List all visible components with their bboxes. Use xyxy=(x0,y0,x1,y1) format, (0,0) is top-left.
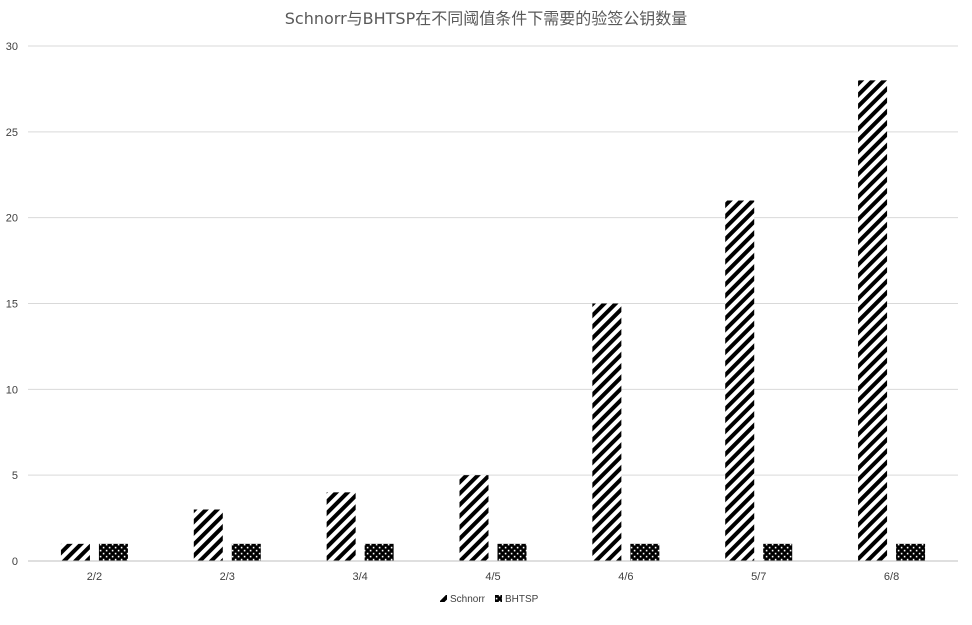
bar-bhtsp-2-2 xyxy=(98,543,128,561)
x-tick-label-4-6: 4/6 xyxy=(618,571,633,583)
legend-swatch-bhtsp xyxy=(495,595,502,602)
gridlines xyxy=(28,45,958,476)
bar-schnorr-2-2 xyxy=(60,543,90,561)
bar-schnorr-4-5 xyxy=(459,475,489,561)
legend: Schnorr BHTSP xyxy=(440,594,539,605)
bar-schnorr-2-3 xyxy=(193,509,223,561)
y-tick-label-10: 10 xyxy=(6,384,18,396)
bar-bhtsp-4-5 xyxy=(497,543,527,561)
x-tick-label-3-4: 3/4 xyxy=(352,571,367,583)
x-tick-label-5-7: 5/7 xyxy=(751,571,766,583)
y-tick-label-5: 5 xyxy=(12,470,18,482)
bars xyxy=(60,80,926,561)
x-tick-label-4-5: 4/5 xyxy=(485,571,500,583)
bar-bhtsp-3-4 xyxy=(364,543,394,561)
x-tick-label-2-3: 2/3 xyxy=(220,571,235,583)
y-tick-label-0: 0 xyxy=(12,556,18,568)
legend-swatch-schnorr xyxy=(440,595,447,602)
bar-schnorr-5-7 xyxy=(725,200,755,561)
x-tick-label-6-8: 6/8 xyxy=(884,571,899,583)
legend-label-bhtsp: BHTSP xyxy=(505,594,539,605)
x-tick-label-2-2: 2/2 xyxy=(87,571,102,583)
y-tick-label-25: 25 xyxy=(6,127,18,139)
bar-schnorr-6-8 xyxy=(858,80,888,561)
legend-label-schnorr: Schnorr xyxy=(450,594,486,605)
x-axis: 2/2 2/3 3/4 4/5 4/6 5/7 6/8 xyxy=(28,560,958,583)
bar-bhtsp-5-7 xyxy=(763,543,793,561)
y-axis-ticks: 0 5 10 15 20 25 30 xyxy=(6,41,18,568)
y-tick-label-30: 30 xyxy=(6,41,18,53)
y-tick-label-20: 20 xyxy=(6,213,18,225)
bar-bhtsp-2-3 xyxy=(231,543,261,561)
bar-bhtsp-4-6 xyxy=(630,543,660,561)
chart-title: Schnorr与BHTSP在不同阈值条件下需要的验签公钥数量 xyxy=(285,9,688,28)
bar-schnorr-3-4 xyxy=(326,492,356,561)
y-tick-label-15: 15 xyxy=(6,299,18,311)
bar-schnorr-4-6 xyxy=(592,303,622,561)
bar-bhtsp-6-8 xyxy=(896,543,926,561)
